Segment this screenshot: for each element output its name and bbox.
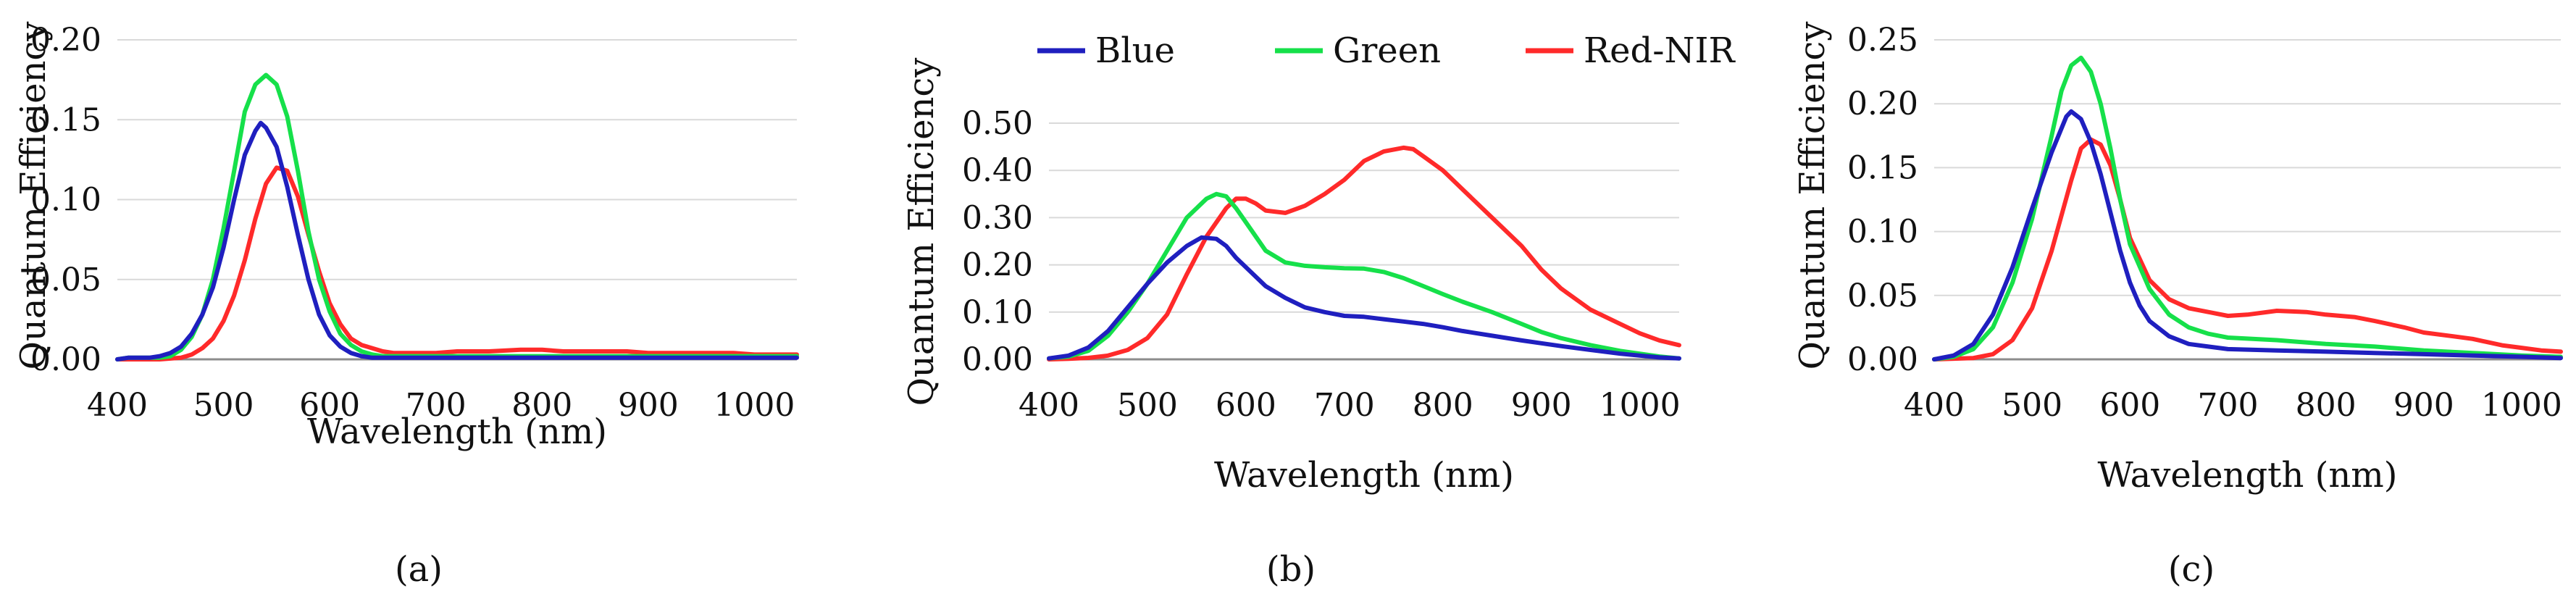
x-tick-label: 900 — [2393, 387, 2454, 424]
x-axis-label: Wavelength (nm) — [1214, 455, 1514, 496]
y-tick-label: 0.05 — [30, 262, 101, 298]
y-tick-label: 0.10 — [1847, 214, 1918, 251]
x-axis-label: Wavelength (nm) — [2097, 455, 2397, 496]
y-tick-label: 0.50 — [962, 105, 1033, 142]
series-line-blue — [1932, 109, 2563, 362]
chart-panel-a: 0.00 0.05 0.10 0.15 0.20 400 500 600 700 800 900 10… — [13, 22, 799, 590]
y-tick-label: 0.20 — [962, 247, 1033, 284]
y-axis-label: Quantum Efficiency — [901, 58, 942, 406]
y-tick-label: 0.15 — [30, 101, 101, 138]
y-tick-label: 0.15 — [1847, 149, 1918, 186]
panel-caption: (c) — [2168, 549, 2215, 590]
y-tick-label: 0.00 — [30, 341, 101, 378]
chart-panel-b: 0.00 0.10 0.20 0.30 0.40 0.50 400 500 600 700 800 9… — [901, 58, 1681, 590]
panel-caption: (a) — [395, 549, 443, 590]
y-tick-label: 0.20 — [1847, 85, 1918, 122]
x-tick-label: 800 — [2296, 387, 2357, 424]
y-axis-label: Quantum Efficiency — [1792, 22, 1833, 370]
x-tick-label: 900 — [618, 387, 679, 424]
x-tick-label: 400 — [1019, 387, 1079, 424]
y-tick-label: 0.25 — [1847, 22, 1918, 59]
y-tick-label: 0.05 — [1847, 277, 1918, 314]
x-tick-label: 400 — [87, 387, 148, 424]
series-line-red-nir — [1932, 137, 2563, 362]
series-line-red-nir — [115, 165, 799, 362]
y-tick-label: 0.00 — [962, 341, 1033, 378]
y-tick-label: 0.30 — [962, 199, 1033, 236]
chart-panel-c: 0.00 0.05 0.10 0.15 0.20 0.25 400 500 600 700 800 9… — [1792, 22, 2563, 590]
series-line-green — [1047, 191, 1681, 361]
series-line-green — [1932, 55, 2563, 362]
legend: Blue Green Red-NIR — [1037, 30, 1736, 71]
panel-caption: (b) — [1266, 549, 1316, 590]
series-line-blue — [115, 120, 799, 362]
x-tick-label: 600 — [299, 387, 360, 424]
x-axis-label: Wavelength (nm) — [307, 411, 607, 452]
x-tick-label: 400 — [1904, 387, 1965, 424]
y-axis-label: Quantum Efficiency — [13, 22, 54, 370]
y-tick-label: 0.10 — [962, 294, 1033, 331]
x-tick-label: 600 — [2099, 387, 2160, 424]
series-line-green — [115, 72, 799, 362]
x-tick-label: 1000 — [714, 387, 795, 424]
x-tick-label: 700 — [1314, 387, 1375, 424]
x-tick-label: 600 — [1216, 387, 1276, 424]
x-tick-label: 800 — [511, 387, 572, 424]
y-tick-label: 0.10 — [30, 182, 101, 219]
x-tick-label: 1000 — [1599, 387, 1681, 424]
series-line-blue — [1047, 235, 1681, 361]
x-tick-label: 500 — [1117, 387, 1178, 424]
x-tick-label: 900 — [1511, 387, 1572, 424]
x-tick-label: 700 — [406, 387, 467, 424]
x-tick-label: 800 — [1413, 387, 1473, 424]
y-tick-label: 0.20 — [30, 22, 101, 59]
legend-label-red-nir: Red-NIR — [1584, 30, 1736, 71]
series-line-red-nir — [1047, 145, 1681, 362]
x-tick-label: 1000 — [2481, 387, 2562, 424]
x-tick-label: 700 — [2197, 387, 2258, 424]
y-tick-label: 0.00 — [1847, 341, 1918, 378]
legend-label-blue: Blue — [1095, 30, 1175, 71]
y-tick-label: 0.40 — [962, 152, 1033, 189]
x-tick-label: 500 — [193, 387, 254, 424]
legend-label-green: Green — [1333, 30, 1441, 71]
x-tick-label: 500 — [2002, 387, 2062, 424]
